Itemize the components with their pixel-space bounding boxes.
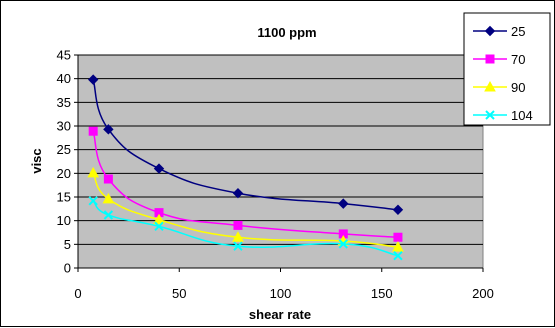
y-tick-label: 5 [64, 237, 71, 252]
axes: 0 5 10 15 20 25 30 35 40 45 0 50 100 150 200 [57, 48, 494, 302]
legend-label-104: 104 [511, 108, 533, 123]
data-point-90 [153, 213, 165, 225]
y-tick-label: 15 [57, 190, 71, 205]
data-point-25 [87, 74, 99, 85]
series-104 [88, 196, 403, 261]
y-axis-title: visc [29, 148, 44, 173]
data-point-90 [102, 192, 115, 204]
grid-lines [78, 54, 483, 245]
data-point-104 [393, 250, 403, 261]
x-tick-label: 100 [270, 286, 292, 301]
data-point-25 [392, 204, 404, 215]
y-tick-label: 20 [57, 166, 71, 181]
data-point-104 [154, 221, 164, 232]
y-tick-label: 25 [57, 142, 71, 157]
legend-label-70: 70 [511, 52, 525, 67]
data-point-25 [232, 188, 244, 199]
data-point-90 [232, 231, 244, 242]
x-tick-label: 200 [472, 286, 494, 301]
y-tick-label: 10 [57, 213, 71, 228]
series-70 [88, 126, 403, 242]
legend-marker-25 [484, 25, 496, 37]
data-point-104 [233, 241, 243, 251]
y-tick-label: 35 [57, 95, 71, 110]
data-point-90 [392, 241, 404, 252]
chart-title: 1100 ppm [257, 25, 316, 40]
legend: 25 70 90 104 [463, 12, 551, 126]
x-tick-label: 0 [74, 286, 81, 301]
data-point-70 [233, 220, 243, 230]
data-point-25 [103, 124, 114, 135]
legend-marker-104 [485, 110, 495, 120]
legend-label-25: 25 [511, 24, 525, 39]
legend-box [463, 12, 551, 126]
data-point-70 [103, 174, 113, 184]
data-point-90 [87, 166, 100, 178]
legend-marker-90 [484, 80, 496, 92]
x-tick-label: 50 [172, 286, 186, 301]
x-tick-label: 150 [371, 286, 393, 301]
data-point-25 [338, 198, 349, 209]
data-point-104 [103, 210, 114, 220]
data-point-104 [88, 196, 98, 206]
data-point-70 [393, 232, 403, 242]
y-tick-label: 40 [57, 71, 71, 86]
y-tick-label: 30 [57, 119, 71, 134]
plot-area [77, 54, 484, 269]
data-point-104 [338, 239, 348, 249]
legend-marker-70 [485, 54, 495, 64]
data-point-70 [88, 126, 98, 136]
y-tick-label: 45 [57, 48, 71, 63]
series-layer [87, 74, 404, 261]
x-axis-title: shear rate [249, 307, 311, 322]
series-25 [87, 74, 404, 215]
legend-label-90: 90 [511, 80, 525, 95]
y-tick-label: 0 [64, 261, 71, 276]
data-point-25 [153, 163, 165, 174]
